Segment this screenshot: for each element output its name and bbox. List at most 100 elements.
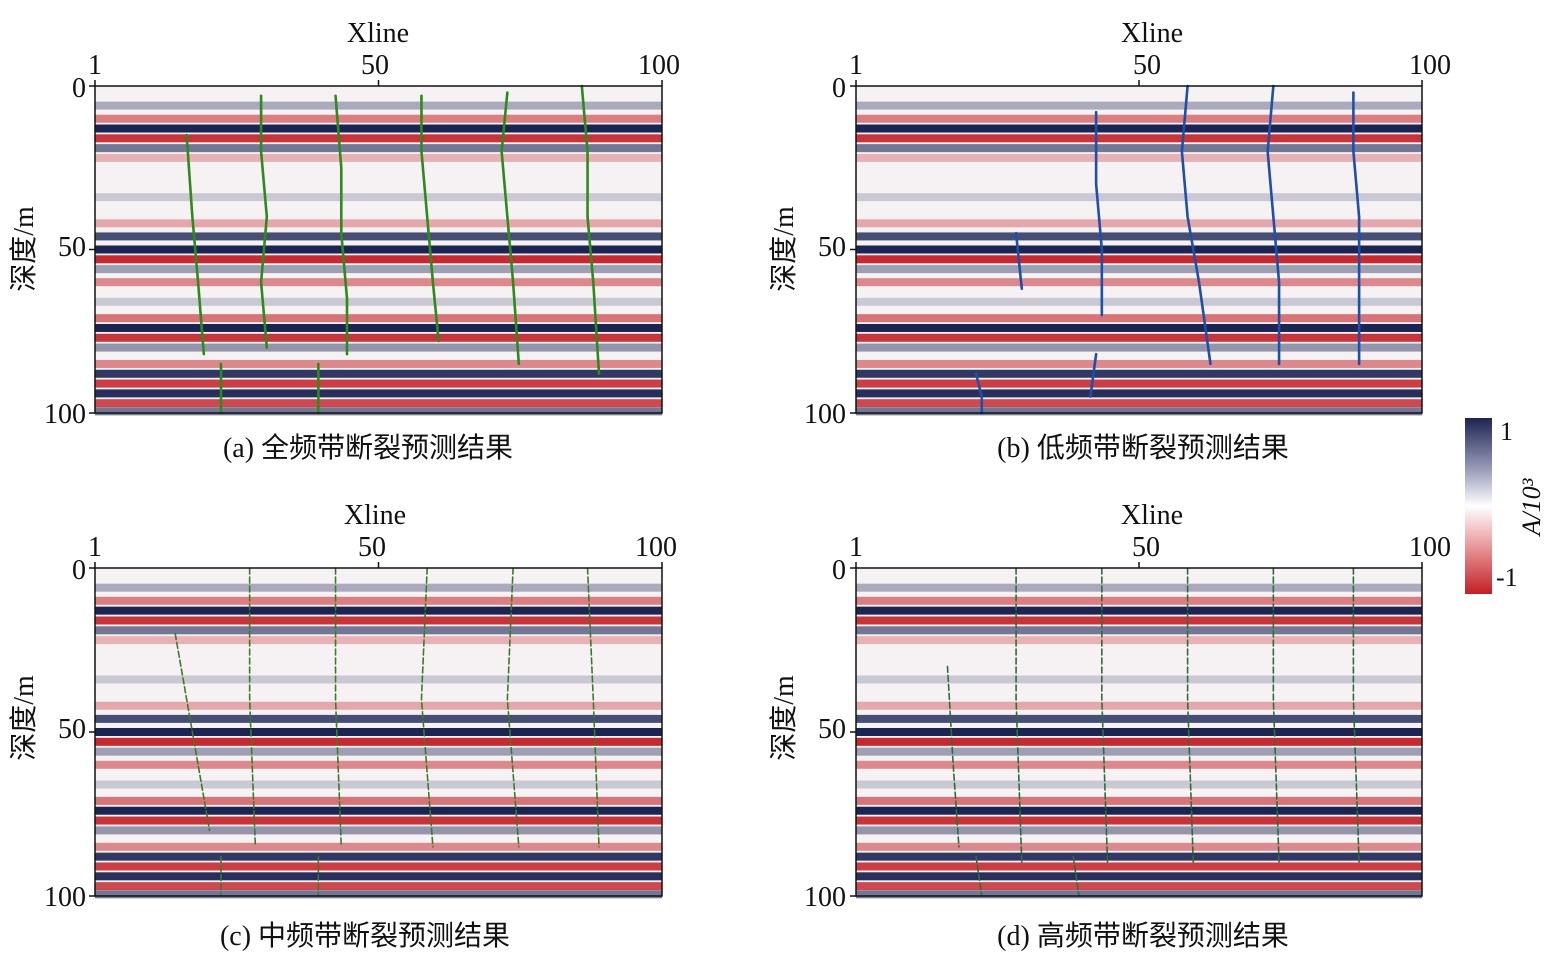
panel-a-ytick-50: 50: [58, 232, 86, 263]
panel-a-reflector-7: [95, 219, 662, 228]
panel-b-reflector-0: [856, 101, 1422, 110]
panel-d-reflector-7: [856, 701, 1422, 710]
panel-d-fault-1: [1101, 567, 1109, 865]
panel-c-ytick-50: 50: [58, 714, 86, 745]
panel-c-fault-0: [248, 567, 257, 848]
panel-b-reflector-18: [856, 359, 1422, 368]
panel-a-reflector-6: [95, 193, 662, 202]
panel-d-reflector-2: [856, 606, 1422, 615]
panel-a-reflector-14: [95, 314, 662, 323]
panel-d-fault-7: [1072, 855, 1080, 897]
panel-d-reflector-9: [856, 728, 1422, 736]
panel-b-xtick-1: 1: [849, 50, 863, 81]
panel-d-xtick-1: 1: [849, 532, 863, 563]
panel-d-reflector-18: [856, 842, 1422, 851]
panel-a-reflector-1: [95, 114, 662, 123]
panel-a-ytick-100: 100: [44, 399, 86, 430]
panel-c-reflector-15: [95, 806, 662, 815]
panel-a-reflector-3: [95, 134, 662, 143]
panel-b-reflector-1: [856, 114, 1422, 123]
panel-d-reflector-10: [856, 737, 1422, 746]
panel-b-reflector-20: [856, 379, 1422, 388]
panel-d-reflector-5: [856, 636, 1422, 645]
panel-d-reflector-23: [856, 890, 1422, 899]
panel-b-fault-2: [1352, 91, 1361, 366]
panel-c-ylabel: 深度/m: [8, 675, 40, 761]
panel-a-reflector-19: [95, 369, 662, 378]
panel-b-xtick-100: 100: [1409, 50, 1451, 81]
panel-d-reflector-16: [856, 816, 1422, 825]
panel-d-fault-4: [1352, 567, 1360, 865]
panel-c-reflector-9: [95, 728, 662, 736]
panel-b-reflector-2: [856, 124, 1422, 133]
panel-d-reflector-22: [856, 882, 1422, 891]
panel-a-reflector-9: [95, 245, 662, 254]
panel-d-xtick-50: 50: [1132, 532, 1160, 563]
panel-b-plot-area: [850, 80, 1423, 416]
panel-d-reflector-19: [856, 852, 1422, 861]
panel-d-reflector-12: [856, 760, 1422, 769]
panel-b-reflector-14: [856, 314, 1422, 323]
panel-d: Xline 1 50 100 0 50 100 深度/m (d) 高频带断裂预测…: [768, 500, 1451, 952]
panel-d-reflector-14: [856, 796, 1422, 805]
panel-a-reflector-10: [95, 255, 662, 264]
panel-b-fault-3: [1094, 110, 1104, 317]
panel-b-reflector-5: [856, 153, 1422, 162]
panel-a-caption: (a) 全频带断裂预测结果: [223, 432, 513, 464]
panel-c-reflector-4: [95, 626, 662, 635]
panel-b-fault-1: [1266, 84, 1281, 366]
panel-d-reflector-20: [856, 862, 1422, 871]
panel-a-ytick-0: 0: [72, 73, 86, 104]
panel-c-reflector-18: [95, 842, 662, 851]
panel-d-fault-0: [1015, 567, 1023, 865]
panel-b-ytick-100: 100: [804, 399, 846, 430]
panel-a-reflector-23: [95, 407, 662, 416]
panel-b-reflector-22: [856, 399, 1422, 408]
panel-d-reflector-17: [856, 826, 1422, 835]
panel-a-reflector-4: [95, 144, 662, 153]
panel-a-reflector-12: [95, 278, 662, 287]
panel-c-xlabel: Xline: [344, 500, 406, 531]
panel-b-reflector-15: [856, 323, 1422, 332]
panel-d-reflector-0: [856, 583, 1422, 592]
panel-c-reflector-0: [95, 583, 662, 592]
panel-c-reflector-1: [95, 596, 662, 605]
panel-c-reflector-5: [95, 636, 662, 645]
panel-a-fault-0: [259, 94, 269, 349]
panel-b-reflector-9: [856, 245, 1422, 254]
panel-b-reflector-21: [856, 389, 1422, 398]
panel-c-reflector-16: [95, 816, 662, 825]
panel-b-fault-0: [1180, 84, 1212, 366]
panel-b-caption: (b) 低频带断裂预测结果: [997, 432, 1289, 464]
panel-b-reflector-13: [856, 297, 1422, 306]
panel-a-xtick-50: 50: [361, 50, 389, 81]
panel-a-fault-4: [580, 84, 601, 376]
panel-d-xlabel: Xline: [1121, 500, 1183, 531]
panel-a-reflector-15: [95, 323, 662, 332]
panel-d-ytick-100: 100: [804, 882, 846, 913]
panel-b-reflector-7: [856, 219, 1422, 228]
colorbar-label: A/10³: [1517, 477, 1546, 537]
panel-d-caption: (d) 高频带断裂预测结果: [997, 920, 1289, 952]
panel-c-reflector-11: [95, 747, 662, 756]
panel-c-reflector-20: [95, 862, 662, 871]
panel-b-reflector-4: [856, 144, 1422, 153]
panel-b-reflector-3: [856, 134, 1422, 143]
panel-c-reflector-7: [95, 701, 662, 710]
panel-a-ylabel: 深度/m: [8, 206, 40, 292]
panel-c-reflector-17: [95, 826, 662, 835]
panel-c-reflector-23: [95, 890, 662, 899]
panel-c-reflector-21: [95, 872, 662, 881]
colorbar: 1 -1 A/10³: [1465, 417, 1546, 594]
panel-c-reflector-10: [95, 737, 662, 746]
panel-d-reflector-4: [856, 626, 1422, 635]
panel-c-reflector-19: [95, 852, 662, 861]
panel-c-reflector-14: [95, 796, 662, 805]
panel-c-fault-5: [174, 632, 211, 832]
panel-d-reflector-11: [856, 747, 1422, 756]
panel-a-reflector-18: [95, 359, 662, 368]
panel-d-reflector-8: [856, 714, 1422, 723]
panel-c-reflector-13: [95, 780, 662, 789]
panel-d-fault-6: [975, 855, 983, 897]
